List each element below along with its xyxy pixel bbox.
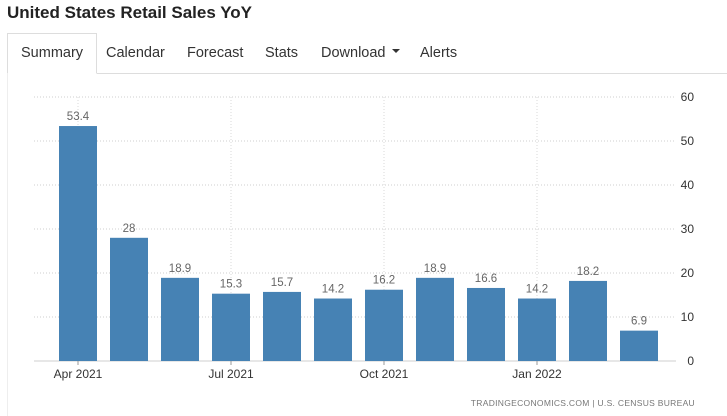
bar[interactable] xyxy=(518,298,556,361)
retail-sales-chart: 53.4 28 18.9 15.3 15.7 14.2 16.2 18.9 16.6 14.2 18… xyxy=(34,90,695,408)
bar[interactable] xyxy=(314,298,352,361)
y-tick-label: 60 xyxy=(681,90,695,104)
bar[interactable] xyxy=(263,291,301,361)
bar[interactable] xyxy=(620,330,658,361)
y-axis: 0 10 20 30 40 50 60 xyxy=(681,90,695,368)
x-tick-label: Jul 2021 xyxy=(208,367,254,381)
tab-alerts[interactable]: Alerts xyxy=(420,45,458,61)
x-tick-label: Jan 2022 xyxy=(512,367,562,381)
bar[interactable] xyxy=(365,289,403,361)
data-label: 28 xyxy=(123,223,136,235)
bar[interactable] xyxy=(161,277,199,361)
bar[interactable] xyxy=(569,280,607,361)
data-label-layer: 53.4 28 18.9 15.3 15.7 14.2 16.2 18.9 16.6 14.2 18… xyxy=(67,111,647,328)
tab-bar: Summary Calendar Forecast Stats Download… xyxy=(7,33,727,74)
data-label: 15.7 xyxy=(271,277,293,289)
data-label: 14.2 xyxy=(526,284,548,296)
tab-calendar[interactable]: Calendar xyxy=(106,45,165,61)
x-tick-label: Apr 2021 xyxy=(54,367,103,381)
bar[interactable] xyxy=(416,277,454,361)
bar[interactable] xyxy=(467,287,505,361)
data-label: 16.6 xyxy=(475,273,497,285)
data-label: 15.3 xyxy=(220,279,242,291)
tab-summary[interactable]: Summary xyxy=(7,33,98,74)
data-label: 53.4 xyxy=(67,111,90,123)
y-tick-label: 30 xyxy=(681,222,695,236)
bar[interactable] xyxy=(212,293,250,361)
data-label: 14.2 xyxy=(322,284,344,296)
bar-layer xyxy=(59,126,658,361)
source-credit: TRADINGECONOMICS.COM | U.S. CENSUS BUREA… xyxy=(471,398,695,408)
data-label: 18.2 xyxy=(577,266,599,278)
y-tick-label: 0 xyxy=(687,354,694,368)
y-tick-label: 50 xyxy=(681,134,695,148)
caret-down-icon xyxy=(391,49,400,54)
y-tick-label: 20 xyxy=(681,266,695,280)
page-title: United States Retail Sales YoY xyxy=(7,3,253,22)
tab-forecast[interactable]: Forecast xyxy=(187,45,244,61)
x-axis: Apr 2021 Jul 2021 Oct 2021 Jan 2022 xyxy=(54,361,562,381)
bar[interactable] xyxy=(59,126,97,361)
tab-download-label: Download xyxy=(321,45,386,61)
chart-panel: 53.4 28 18.9 15.3 15.7 14.2 16.2 18.9 16.6 14.2 18… xyxy=(7,74,727,416)
y-tick-label: 10 xyxy=(681,310,695,324)
data-label: 18.9 xyxy=(424,263,446,275)
data-label: 18.9 xyxy=(169,263,191,275)
tab-stats[interactable]: Stats xyxy=(265,45,299,61)
y-tick-label: 40 xyxy=(681,178,695,192)
x-tick-label: Oct 2021 xyxy=(360,367,409,381)
tab-download[interactable]: Download xyxy=(321,33,400,73)
data-label: 16.2 xyxy=(373,275,395,287)
bar[interactable] xyxy=(110,237,148,361)
data-label: 6.9 xyxy=(631,316,647,328)
